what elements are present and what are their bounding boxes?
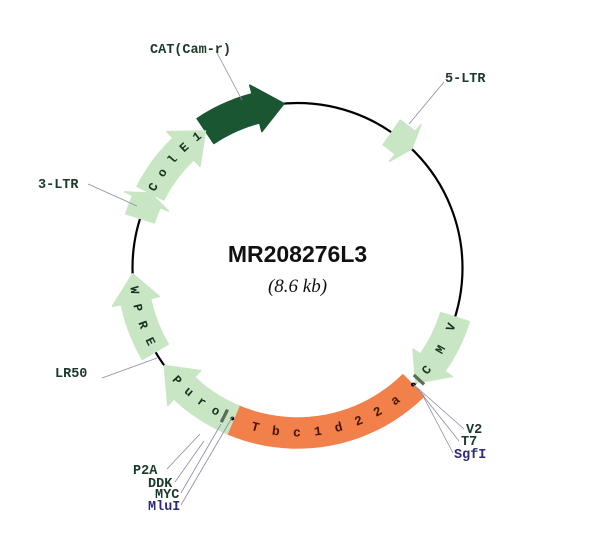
svg-text:MR208276L3: MR208276L3 (228, 241, 367, 267)
svg-text:SgfI: SgfI (454, 448, 486, 463)
svg-text:(8.6 kb): (8.6 kb) (268, 276, 327, 297)
svg-text:CAT(Cam-r): CAT(Cam-r) (150, 43, 231, 58)
svg-text:3-LTR: 3-LTR (38, 178, 79, 193)
svg-text:LR50: LR50 (55, 367, 87, 382)
svg-text:c: c (293, 425, 301, 440)
svg-text:5-LTR: 5-LTR (445, 72, 486, 87)
svg-text:MluI: MluI (148, 500, 180, 515)
